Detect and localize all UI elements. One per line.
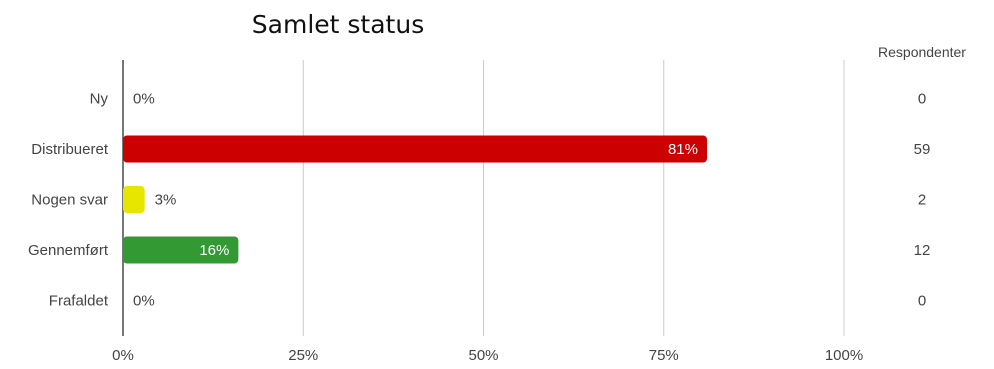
bar [123,236,239,264]
category-label: Ny [90,91,109,108]
x-tick-label: 50% [468,347,498,364]
data-label: 16% [199,242,229,259]
grid-lines [122,60,845,336]
bar [123,135,708,163]
x-tick-label: 75% [649,347,679,364]
category-label: Nogen svar [31,192,108,209]
respondents-column: 0 59 2 12 0 [914,91,931,310]
data-label: 0% [133,293,155,310]
respondent-count: 0 [918,293,926,310]
respondent-count: 2 [918,192,926,209]
x-axis-ticks: 0% 25% 50% 75% 100% [112,347,863,364]
data-label: 3% [155,192,177,209]
x-tick-label: 25% [288,347,318,364]
chart-title: Samlet status [252,10,424,39]
x-tick-label: 0% [112,347,134,364]
category-label: Frafaldet [49,293,109,310]
x-tick-label: 100% [825,347,863,364]
respondent-count: 0 [918,91,926,108]
category-labels: Ny Distribueret Nogen svar Gennemført Frafal… [28,91,109,310]
category-label: Distribueret [31,141,109,158]
value-labels: 0% 81% 3% 16% 0% [133,91,698,310]
bar [123,186,145,213]
data-label: 0% [133,91,155,108]
category-label: Gennemført [28,242,109,259]
data-label: 81% [668,141,698,158]
respondent-count: 12 [914,242,931,259]
respondent-count: 59 [914,141,931,158]
bars [123,135,708,264]
respondents-header: Respondenter [878,44,966,60]
